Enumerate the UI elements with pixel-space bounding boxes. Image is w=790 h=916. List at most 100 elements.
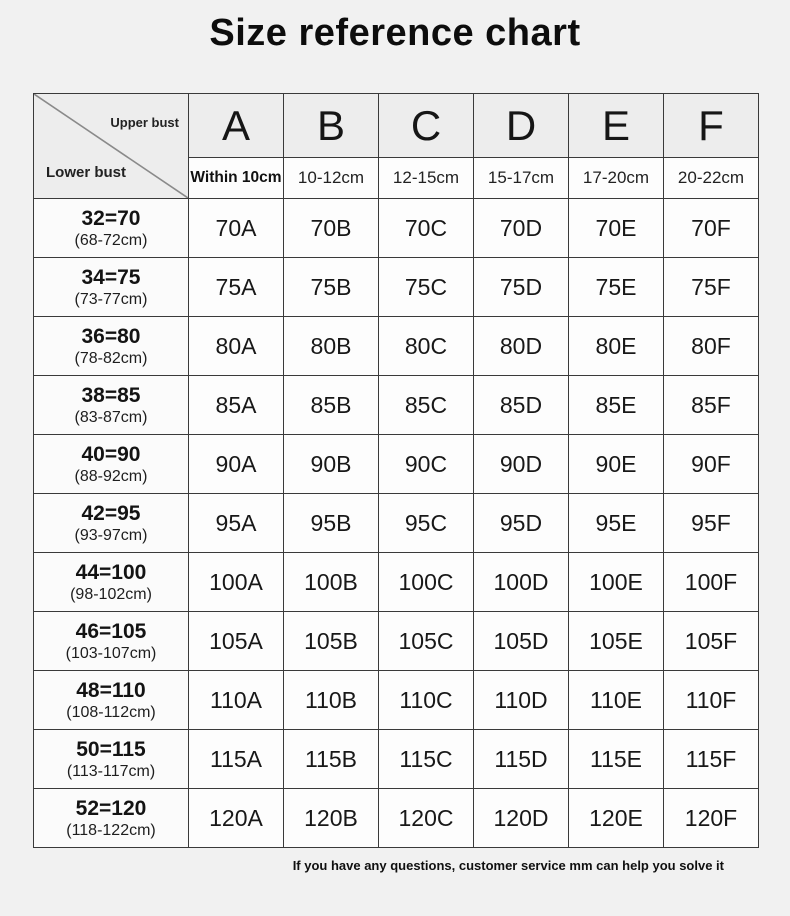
size-cell: 100C	[378, 552, 474, 612]
lower-bust-cell: 44=100 (98-102cm)	[33, 552, 189, 612]
size-cell: 80A	[188, 316, 284, 376]
size-cell: 95C	[378, 493, 474, 553]
lower-bust-size: 32=70	[81, 206, 141, 230]
size-cell: 70C	[378, 198, 474, 258]
table-row: 36=80 (78-82cm) 80A 80B 80C 80D 80E 80F	[33, 316, 759, 376]
cup-letter-C: C	[378, 93, 474, 158]
lower-bust-cell: 32=70 (68-72cm)	[33, 198, 189, 258]
size-cell: 90F	[663, 434, 759, 494]
size-cell: 75C	[378, 257, 474, 317]
lower-bust-cell: 36=80 (78-82cm)	[33, 316, 189, 376]
size-cell: 85D	[473, 375, 569, 435]
size-cell: 75E	[568, 257, 664, 317]
size-cell: 110D	[473, 670, 569, 730]
page-title: Size reference chart	[209, 12, 581, 54]
size-cell: 105E	[568, 611, 664, 671]
size-cell: 95B	[283, 493, 379, 553]
lower-bust-size: 50=115	[76, 737, 146, 761]
size-cell: 105B	[283, 611, 379, 671]
table-row: 44=100 (98-102cm) 100A 100B 100C 100D 100E 100F	[33, 552, 759, 612]
cup-range-A: Within 10cm	[188, 157, 284, 199]
lower-bust-size: 34=75	[81, 265, 141, 289]
corner-cell: Upper bust Lower bust	[33, 93, 189, 199]
size-cell: 90E	[568, 434, 664, 494]
size-cell: 85B	[283, 375, 379, 435]
table-row: 46=105 (103-107cm) 105A 105B 105C 105D 105E 105…	[33, 611, 759, 671]
size-cell: 70A	[188, 198, 284, 258]
size-cell: 70D	[473, 198, 569, 258]
lower-bust-size: 48=110	[76, 678, 146, 702]
cup-letter-F: F	[663, 93, 759, 158]
lower-bust-range: (118-122cm)	[66, 822, 156, 839]
size-cell: 100F	[663, 552, 759, 612]
size-cell: 110F	[663, 670, 759, 730]
size-cell: 115C	[378, 729, 474, 789]
lower-bust-cell: 46=105 (103-107cm)	[33, 611, 189, 671]
cup-range-F: 20-22cm	[663, 157, 759, 199]
lower-bust-range: (78-82cm)	[74, 350, 148, 367]
size-cell: 85A	[188, 375, 284, 435]
size-cell: 105D	[473, 611, 569, 671]
lower-bust-cell: 50=115 (113-117cm)	[33, 729, 189, 789]
lower-bust-cell: 40=90 (88-92cm)	[33, 434, 189, 494]
size-cell: 120A	[188, 788, 284, 848]
lower-bust-range: (113-117cm)	[66, 763, 156, 780]
size-cell: 75A	[188, 257, 284, 317]
table-row: 52=120 (118-122cm) 120A 120B 120C 120D 120E 120…	[33, 788, 759, 848]
size-cell: 85F	[663, 375, 759, 435]
cup-letter-A: A	[188, 93, 284, 158]
table-body: 32=70 (68-72cm) 70A 70B 70C 70D 70E 70F 34=75 (73…	[33, 198, 759, 848]
corner-lower-bust-label: Lower bust	[46, 164, 127, 181]
size-cell: 75F	[663, 257, 759, 317]
lower-bust-range: (68-72cm)	[74, 232, 148, 249]
corner-upper-bust-label: Upper bust	[110, 115, 179, 130]
size-cell: 115A	[188, 729, 284, 789]
lower-bust-size: 38=85	[81, 383, 141, 407]
cup-range-row: Within 10cm 10-12cm 12-15cm 15-17cm 17-20cm 2…	[34, 157, 759, 199]
lower-bust-range: (83-87cm)	[74, 409, 148, 426]
size-cell: 100E	[568, 552, 664, 612]
cup-range-B: 10-12cm	[283, 157, 379, 199]
lower-bust-range: (98-102cm)	[70, 586, 152, 603]
size-cell: 75D	[473, 257, 569, 317]
size-cell: 115D	[473, 729, 569, 789]
lower-bust-range: (108-112cm)	[66, 704, 156, 721]
size-cell: 80D	[473, 316, 569, 376]
table-row: 38=85 (83-87cm) 85A 85B 85C 85D 85E 85F	[33, 375, 759, 435]
size-cell: 100D	[473, 552, 569, 612]
lower-bust-size: 44=100	[75, 560, 147, 584]
size-cell: 70E	[568, 198, 664, 258]
size-cell: 110E	[568, 670, 664, 730]
size-cell: 80E	[568, 316, 664, 376]
size-cell: 105A	[188, 611, 284, 671]
size-cell: 110C	[378, 670, 474, 730]
size-cell: 80F	[663, 316, 759, 376]
size-cell: 90C	[378, 434, 474, 494]
size-cell: 105C	[378, 611, 474, 671]
size-cell: 85E	[568, 375, 664, 435]
lower-bust-cell: 34=75 (73-77cm)	[33, 257, 189, 317]
size-cell: 95D	[473, 493, 569, 553]
size-cell: 70B	[283, 198, 379, 258]
size-cell: 115E	[568, 729, 664, 789]
size-cell: 120E	[568, 788, 664, 848]
size-cell: 105F	[663, 611, 759, 671]
lower-bust-size: 46=105	[75, 619, 147, 643]
lower-bust-range: (93-97cm)	[74, 527, 148, 544]
table-row: 40=90 (88-92cm) 90A 90B 90C 90D 90E 90F	[33, 434, 759, 494]
cup-letter-B: B	[283, 93, 379, 158]
size-cell: 85C	[378, 375, 474, 435]
size-cell: 120F	[663, 788, 759, 848]
cup-letter-E: E	[568, 93, 664, 158]
lower-bust-range: (103-107cm)	[65, 645, 157, 662]
cup-letter-D: D	[473, 93, 569, 158]
lower-bust-size: 40=90	[81, 442, 141, 466]
size-cell: 115F	[663, 729, 759, 789]
lower-bust-cell: 42=95 (93-97cm)	[33, 493, 189, 553]
table-row: 32=70 (68-72cm) 70A 70B 70C 70D 70E 70F	[33, 198, 759, 258]
size-cell: 80B	[283, 316, 379, 376]
size-cell: 100A	[188, 552, 284, 612]
